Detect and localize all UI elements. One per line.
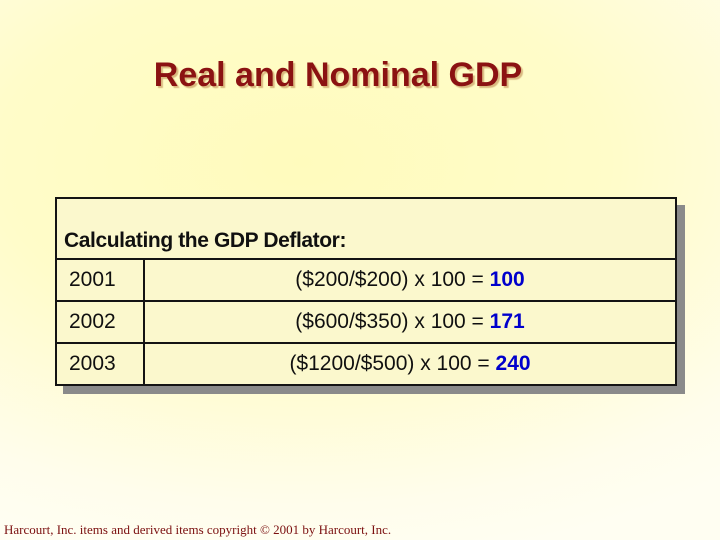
slide-title: Real and Nominal GDP	[153, 56, 523, 94]
formula-text: ($1200/$500) x 100 =	[289, 352, 496, 375]
table-body: 2001 ($200/$200) x 100 = 100 2002 ($600/…	[57, 260, 675, 384]
deflator-result: 100	[489, 268, 525, 291]
year-cell: 2001	[57, 260, 145, 300]
formula-cell: ($1200/$500) x 100 = 240	[145, 344, 675, 384]
formula-cell: ($600/$350) x 100 = 171	[145, 302, 675, 342]
formula-text: ($200/$200) x 100 =	[295, 268, 490, 291]
table-header-label: Calculating the GDP Deflator:	[64, 229, 347, 252]
gdp-deflator-table: Calculating the GDP Deflator: 2001 ($200…	[55, 197, 677, 386]
formula-text: ($600/$350) x 100 =	[295, 310, 490, 333]
table-row: 2002 ($600/$350) x 100 = 171	[57, 302, 675, 344]
copyright-footer: Harcourt, Inc. items and derived items c…	[4, 522, 392, 537]
year-cell: 2003	[57, 344, 145, 384]
table-header-row: Calculating the GDP Deflator:	[57, 199, 675, 260]
deflator-result: 240	[495, 352, 531, 375]
table-row: 2001 ($200/$200) x 100 = 100	[57, 260, 675, 302]
formula-cell: ($200/$200) x 100 = 100	[145, 260, 675, 300]
year-cell: 2002	[57, 302, 145, 342]
deflator-result: 171	[489, 310, 525, 333]
table-row: 2003 ($1200/$500) x 100 = 240	[57, 344, 675, 384]
